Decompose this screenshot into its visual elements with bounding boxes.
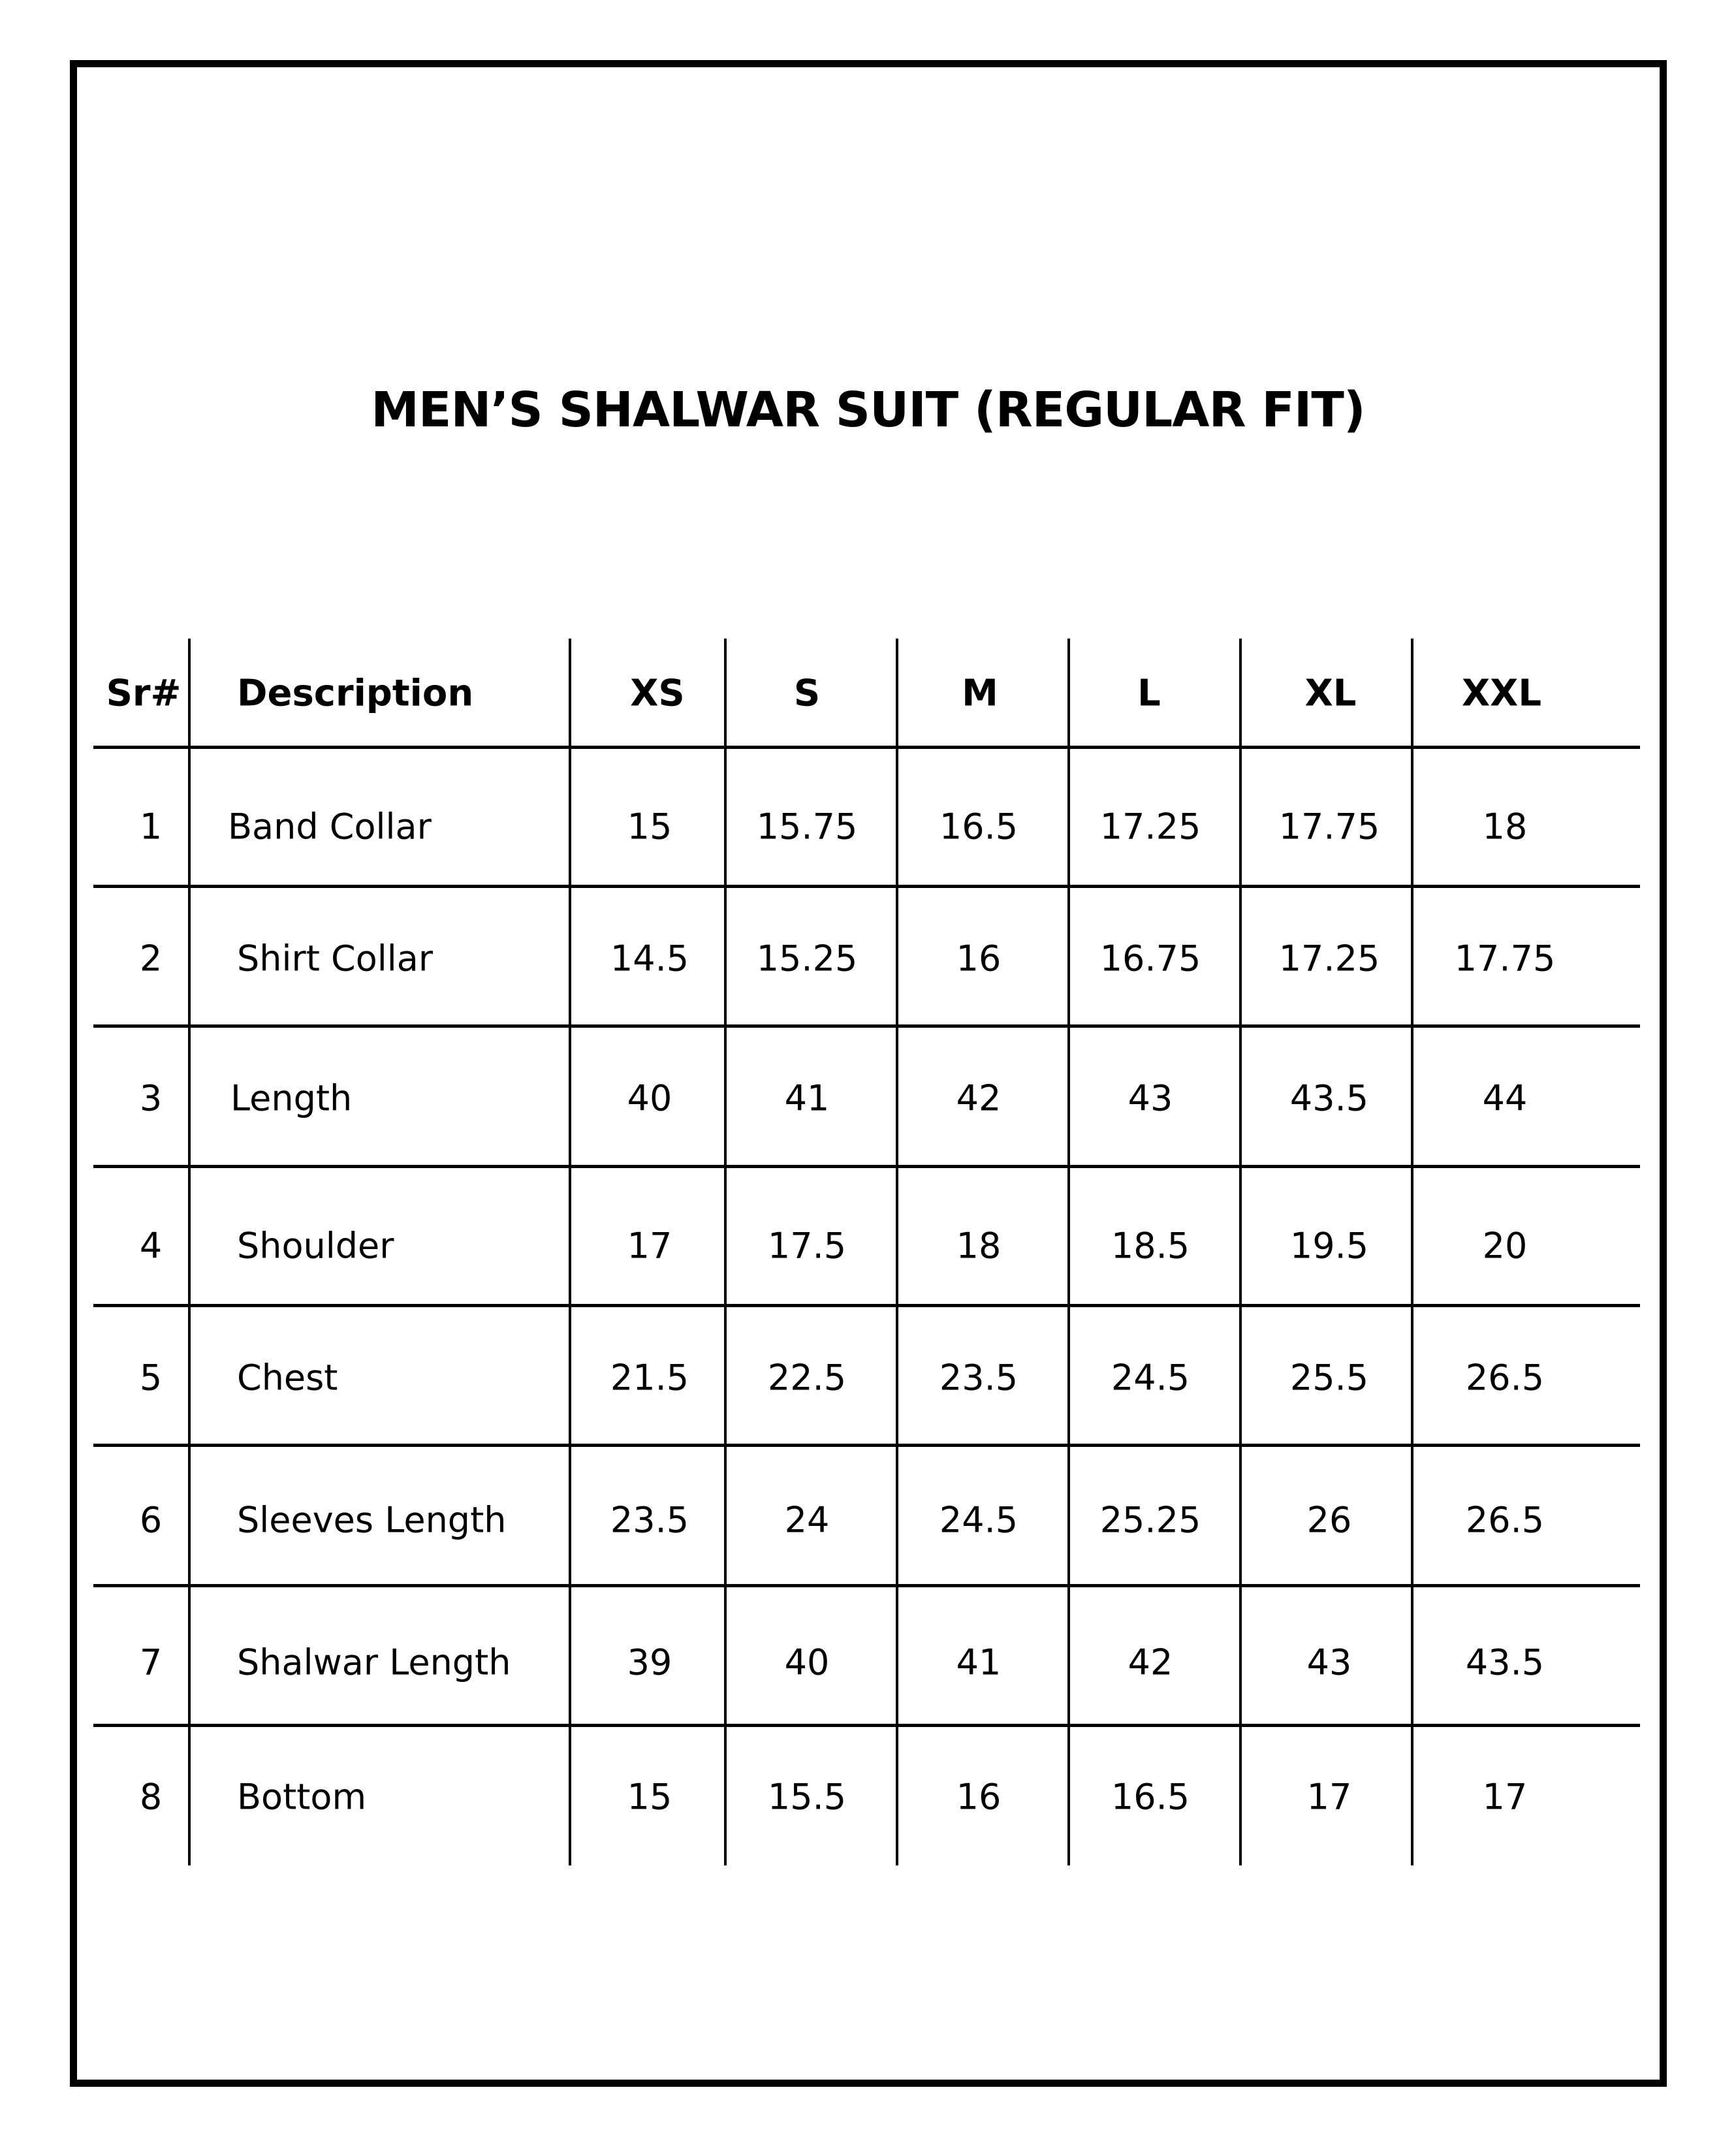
header-sr: Sr# bbox=[106, 672, 181, 715]
row-number: 3 bbox=[139, 1077, 163, 1119]
size-value-xs: 40 bbox=[627, 1077, 672, 1119]
row-divider bbox=[93, 1304, 1640, 1307]
size-value-xs: 15 bbox=[627, 806, 672, 848]
size-value-m: 23.5 bbox=[939, 1357, 1018, 1399]
column-divider bbox=[1411, 639, 1413, 1865]
size-value-xs: 23.5 bbox=[610, 1499, 689, 1541]
size-value-m: 41 bbox=[956, 1641, 1002, 1683]
size-value-xs: 39 bbox=[627, 1641, 672, 1683]
size-value-xxl: 26.5 bbox=[1465, 1499, 1545, 1541]
size-value-xxl: 17.75 bbox=[1454, 938, 1556, 979]
size-value-xxl: 17 bbox=[1482, 1776, 1528, 1818]
row-number: 7 bbox=[139, 1641, 163, 1683]
size-value-m: 16 bbox=[956, 938, 1002, 979]
size-value-xxl: 26.5 bbox=[1465, 1357, 1545, 1399]
size-value-s: 17.5 bbox=[767, 1225, 847, 1267]
size-value-xxl: 44 bbox=[1482, 1077, 1528, 1119]
size-value-l: 17.25 bbox=[1099, 806, 1201, 848]
column-divider bbox=[1239, 639, 1242, 1865]
page-title: MEN’S SHALWAR SUIT (REGULAR FIT) bbox=[371, 382, 1365, 438]
size-value-l: 18.5 bbox=[1111, 1225, 1190, 1267]
page-frame bbox=[70, 60, 1667, 2087]
size-value-l: 42 bbox=[1128, 1641, 1173, 1683]
row-number: 8 bbox=[139, 1776, 163, 1818]
row-divider bbox=[93, 1444, 1640, 1447]
row-divider bbox=[93, 1724, 1640, 1727]
size-value-m: 18 bbox=[956, 1225, 1002, 1267]
measurement-description: Band Collar bbox=[228, 806, 432, 848]
size-value-xs: 15 bbox=[627, 1776, 672, 1818]
column-divider bbox=[896, 639, 898, 1865]
size-value-xs: 21.5 bbox=[610, 1357, 689, 1399]
size-value-xl: 25.5 bbox=[1289, 1357, 1369, 1399]
column-divider bbox=[188, 639, 191, 1865]
measurement-description: Chest bbox=[237, 1357, 338, 1399]
size-value-s: 24 bbox=[784, 1499, 830, 1541]
size-value-l: 25.25 bbox=[1099, 1499, 1201, 1541]
row-number: 6 bbox=[139, 1499, 163, 1541]
size-value-m: 16.5 bbox=[939, 806, 1018, 848]
size-value-xl: 17.75 bbox=[1278, 806, 1380, 848]
column-divider bbox=[569, 639, 571, 1865]
size-value-m: 16 bbox=[956, 1776, 1002, 1818]
row-divider bbox=[93, 746, 1640, 749]
column-divider bbox=[1067, 639, 1070, 1865]
size-value-xl: 43 bbox=[1306, 1641, 1352, 1683]
size-value-xl: 26 bbox=[1306, 1499, 1352, 1541]
header-xs: XS bbox=[630, 672, 685, 715]
size-value-xl: 17.25 bbox=[1278, 938, 1380, 979]
size-value-s: 15.75 bbox=[756, 806, 858, 848]
row-number: 1 bbox=[139, 806, 163, 848]
size-value-l: 16.75 bbox=[1099, 938, 1201, 979]
size-value-s: 22.5 bbox=[767, 1357, 847, 1399]
header-s: S bbox=[793, 672, 821, 715]
row-number: 5 bbox=[139, 1357, 163, 1399]
header-m: M bbox=[962, 672, 998, 715]
size-value-l: 43 bbox=[1128, 1077, 1173, 1119]
measurement-description: Shirt Collar bbox=[237, 938, 434, 979]
header-description: Description bbox=[237, 672, 474, 715]
row-number: 4 bbox=[139, 1225, 163, 1267]
size-value-l: 16.5 bbox=[1111, 1776, 1190, 1818]
measurement-description: Shalwar Length bbox=[237, 1641, 511, 1683]
header-xxl: XXL bbox=[1461, 672, 1542, 715]
size-value-s: 15.25 bbox=[756, 938, 858, 979]
size-value-m: 42 bbox=[956, 1077, 1002, 1119]
header-l: L bbox=[1137, 672, 1161, 715]
size-value-l: 24.5 bbox=[1111, 1357, 1190, 1399]
size-value-xl: 19.5 bbox=[1289, 1225, 1369, 1267]
row-divider bbox=[93, 885, 1640, 888]
row-divider bbox=[93, 1165, 1640, 1168]
measurement-description: Shoulder bbox=[237, 1225, 394, 1267]
size-value-s: 15.5 bbox=[767, 1776, 847, 1818]
row-number: 2 bbox=[139, 938, 163, 979]
measurement-description: Sleeves Length bbox=[237, 1499, 507, 1541]
header-xl: XL bbox=[1304, 672, 1357, 715]
row-divider bbox=[93, 1584, 1640, 1587]
measurement-description: Bottom bbox=[237, 1776, 367, 1818]
column-divider bbox=[724, 639, 727, 1865]
size-value-xxl: 20 bbox=[1482, 1225, 1528, 1267]
size-value-m: 24.5 bbox=[939, 1499, 1018, 1541]
size-value-xl: 17 bbox=[1306, 1776, 1352, 1818]
size-value-xs: 17 bbox=[627, 1225, 672, 1267]
size-value-xs: 14.5 bbox=[610, 938, 689, 979]
size-value-xxl: 18 bbox=[1482, 806, 1528, 848]
size-value-s: 40 bbox=[784, 1641, 830, 1683]
row-divider bbox=[93, 1024, 1640, 1028]
size-value-s: 41 bbox=[784, 1077, 830, 1119]
measurement-description: Length bbox=[230, 1077, 353, 1119]
size-value-xl: 43.5 bbox=[1289, 1077, 1369, 1119]
size-value-xxl: 43.5 bbox=[1465, 1641, 1545, 1683]
